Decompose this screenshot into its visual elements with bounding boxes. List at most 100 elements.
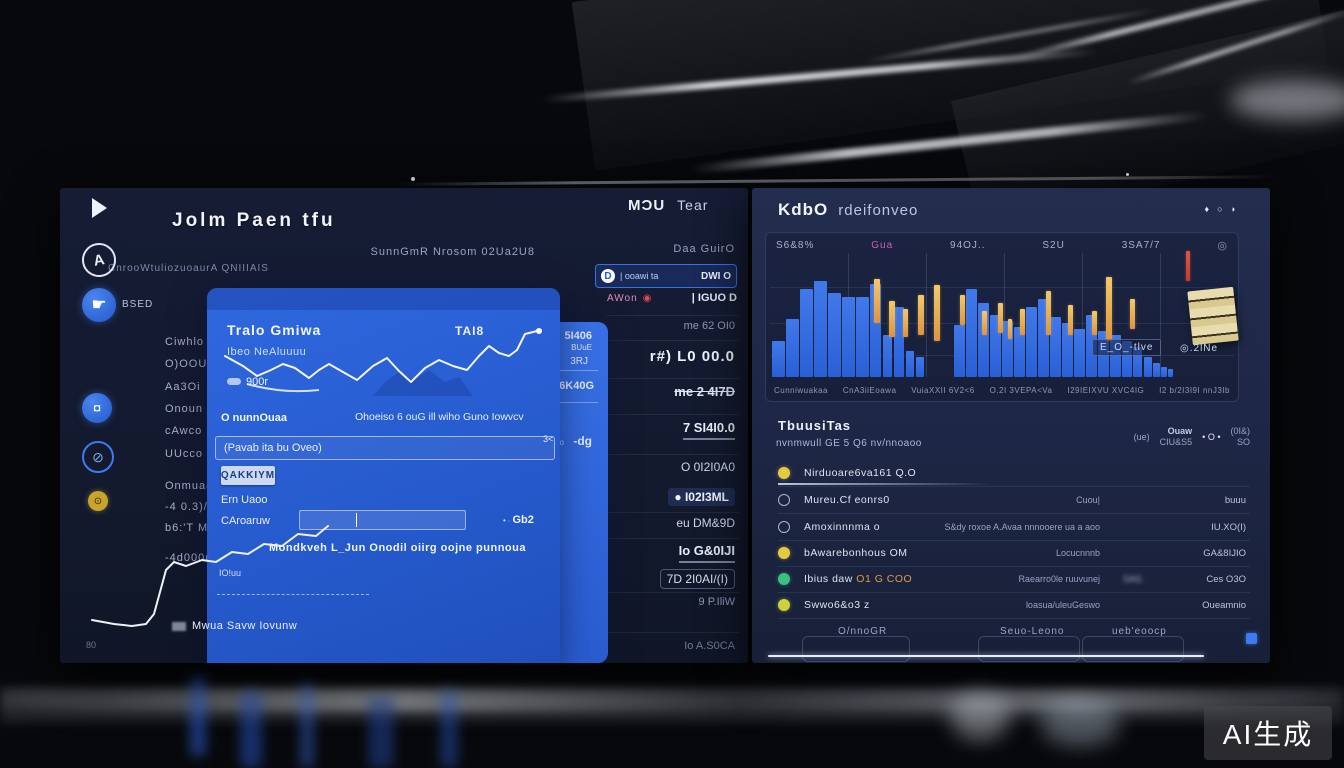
footer-label[interactable]: O/nnoGR xyxy=(838,626,888,637)
footer-label[interactable]: ueb'eoocp xyxy=(1112,626,1167,637)
volume-bar xyxy=(906,351,914,377)
divider xyxy=(607,538,739,539)
candle-bar xyxy=(1008,319,1012,339)
selected-asset-row[interactable]: D | ooawi ta DWI O xyxy=(595,264,737,288)
market-chart-card: S6&8% Gua 94OJ.. S2U 3SA7/7 ◎ E_O_-tlve ◎.2lN… xyxy=(765,232,1239,402)
value-row[interactable]: Io G&0IJI xyxy=(678,543,735,563)
sidebar-menu-item[interactable]: UUcco xyxy=(165,448,204,460)
header-right-light: Tear xyxy=(677,197,709,213)
item-label: Swwo6&o3 z xyxy=(804,599,870,611)
volume-bar xyxy=(1110,335,1121,377)
left-app-window: Jolm Paen tfu MƆU Tear SunnGmR Nrosom 02U… xyxy=(60,188,748,663)
x-axis-label: Cunniwuakaa xyxy=(774,386,828,395)
section-corner-controls[interactable]: (ue) Ouaw CIU&S5 • O • (0I&) SO xyxy=(1133,426,1250,447)
value-row[interactable]: me 62 OI0 xyxy=(683,320,735,332)
x-axis-label: VuiaXXII 6V2<6 xyxy=(911,386,975,395)
status-circle-icon xyxy=(778,547,790,559)
notification-icon[interactable] xyxy=(1246,633,1257,644)
horizontal-scrollbar[interactable] xyxy=(768,655,1204,657)
status-circle-icon xyxy=(778,599,790,611)
sidebar-menu-item[interactable]: -4 0.3)/Y/ xyxy=(165,501,221,513)
gridline xyxy=(1082,253,1083,377)
asset-value: DWI O xyxy=(701,270,731,282)
value-row[interactable]: 7 SI4I0.0 xyxy=(682,420,735,440)
gridline xyxy=(1004,253,1005,377)
asset-value: | IGUO D xyxy=(691,292,737,304)
diamond-icon[interactable]: ♦ xyxy=(1204,204,1210,214)
section-subtitle: nvnmwull GE 5 Q6 nv/nnoaoo xyxy=(776,438,922,449)
amount-input[interactable]: (Pavab ita bu Oveo) xyxy=(215,436,555,460)
bokeh-bar xyxy=(190,676,206,756)
list-item[interactable]: Nirduoare6va161 Q.O xyxy=(778,460,1250,487)
sidebar-menu-item[interactable]: O)OOU xyxy=(165,358,208,370)
chart-stat: S6&8% xyxy=(776,240,815,251)
volume-bar xyxy=(1122,341,1132,377)
play-icon[interactable] xyxy=(92,198,107,218)
list-item[interactable]: Swwo6&o3 z loasua/uleuGeswo Oueamnio xyxy=(778,592,1250,619)
item-label: Amoxinnnma o xyxy=(804,521,881,533)
modal-title: Tralo Gmiwa xyxy=(227,322,322,338)
divider xyxy=(607,315,739,316)
footer-button-outline[interactable] xyxy=(1082,636,1184,662)
currency-switch-icon[interactable]: -dg xyxy=(573,434,592,448)
chart-stat: 94OJ.. xyxy=(950,240,986,251)
candle-bar xyxy=(934,285,940,341)
value-row[interactable]: Io A.S0CA xyxy=(684,640,735,652)
status-circle-icon xyxy=(778,467,790,479)
candle-bar xyxy=(998,303,1003,333)
sidebar-menu-item[interactable]: Aa3Oi xyxy=(165,381,201,393)
item-label: Mureu.Cf eonrs0 xyxy=(804,494,890,506)
value-row[interactable]: r#) L0 00.0 xyxy=(649,348,735,365)
divider xyxy=(607,340,739,341)
candle-bar xyxy=(1068,305,1073,335)
item-detail: Locucnnnb xyxy=(1055,548,1100,558)
coin-icon[interactable]: ⊙ xyxy=(88,491,108,511)
value-row[interactable]: 9 P.IliW xyxy=(698,596,735,608)
value-row[interactable]: eu DM&9D xyxy=(676,516,735,530)
field3-input[interactable] xyxy=(299,510,466,530)
list-item[interactable]: Ibius daw O1 G COO Raearro0le ruuvunej SAG… xyxy=(778,566,1250,593)
circle-icon[interactable]: ○ xyxy=(1217,204,1223,214)
item-detail: Raearro0le ruuvunej xyxy=(1018,574,1100,584)
sidebar-menu-item[interactable]: Ciwhlo xyxy=(165,336,205,348)
value-row[interactable]: ● I02I3ML xyxy=(668,488,735,506)
sidebar-menu-item[interactable]: b6:'T M-J xyxy=(165,522,220,534)
divider xyxy=(607,512,739,513)
volume-bar xyxy=(786,319,799,377)
active-row-underline xyxy=(778,483,993,485)
chart-option-button[interactable]: ◎.2lNe xyxy=(1180,343,1219,354)
pinned-asset-row[interactable]: AWon ◉ | IGUO D xyxy=(607,292,737,304)
header-right-group: MƆU Tear xyxy=(628,197,708,215)
gridline xyxy=(770,287,1234,288)
bokeh-bar xyxy=(440,688,458,768)
value-row[interactable]: O 0I2I0A0 xyxy=(680,460,735,474)
half-circle-icon[interactable]: ◗ xyxy=(1230,204,1236,214)
asset-name: AWon xyxy=(607,292,638,304)
pen-circle-icon[interactable]: ⊘ xyxy=(82,441,114,473)
sidebar-menu-item[interactable]: cAwco xyxy=(165,425,203,437)
gridline xyxy=(926,253,927,377)
value-row[interactable]: 7D 2I0AI/(I) xyxy=(659,569,735,589)
chart-stat: S2U xyxy=(1042,240,1065,251)
subtitle-row-1: SunnGmR Nrosom 02Ua2U8 xyxy=(370,246,535,258)
footer-button-outline[interactable] xyxy=(978,636,1080,662)
d-logo-icon: D xyxy=(601,269,615,283)
value-row[interactable]: me 2 4I7D xyxy=(674,384,735,399)
hand-pointer-icon[interactable]: ☛ xyxy=(82,288,116,322)
list-item[interactable]: Mureu.Cf eonrs0 Cuou| buuu xyxy=(778,487,1250,514)
list-item[interactable]: bAwarebonhous OM Locucnnnb GA&8IJIO xyxy=(778,540,1250,567)
item-detail: Cuou| xyxy=(1076,495,1100,505)
chart-mode-button[interactable]: E_O_-tlve xyxy=(1092,339,1162,356)
compass-icon[interactable]: ¤ xyxy=(82,393,112,423)
modal-line-chart xyxy=(224,328,542,396)
list-item[interactable]: Amoxinnnma o S&dy roxoe A.Avaa nnnooere u… xyxy=(778,514,1250,541)
sidebar-menu-item[interactable]: Onoun xyxy=(165,403,204,415)
sidebar-menu-item[interactable]: Onmuaa, xyxy=(165,480,218,492)
footer-button-outline[interactable] xyxy=(802,636,910,662)
confirm-button[interactable]: QAKKIYM xyxy=(221,466,275,485)
footer-label[interactable]: Seuo-Leono xyxy=(1000,626,1065,637)
volume-bar xyxy=(954,325,965,377)
volume-bar xyxy=(828,293,841,377)
chart-settings-icon[interactable]: ◎ xyxy=(1217,240,1228,252)
trade-modal: Tralo Gmiwa TAI8 Ibeo NeAluuuu 900r O nu… xyxy=(207,288,560,663)
